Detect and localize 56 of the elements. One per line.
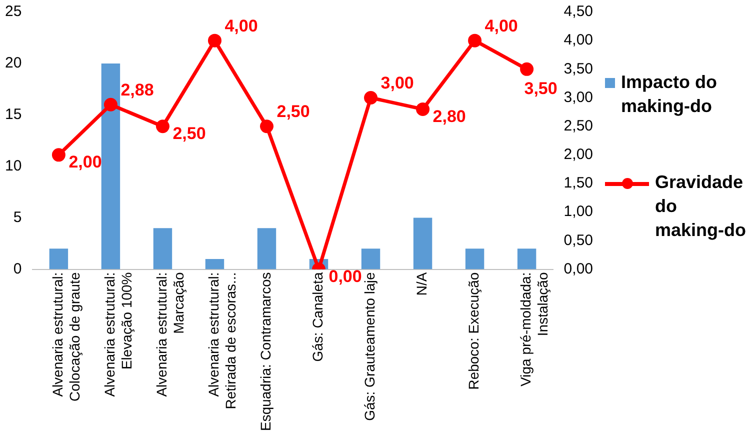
point — [208, 34, 222, 48]
y-tick-label: 25 — [4, 3, 22, 20]
y2-tick-label: 0,50 — [564, 232, 594, 249]
data-label: 2,00 — [68, 152, 102, 172]
legend-label: Impacto do making-do — [621, 71, 718, 118]
data-label: 2,50 — [276, 102, 310, 122]
data-label: 0,00 — [328, 266, 362, 286]
y2-tick-label: 4,00 — [564, 32, 594, 49]
data-label: 3,00 — [380, 73, 414, 92]
y2-tick-label: 1,00 — [564, 203, 594, 220]
point — [468, 34, 482, 48]
y-tick-label: 20 — [4, 54, 22, 72]
data-label: 2,50 — [172, 124, 206, 144]
bar — [101, 63, 120, 270]
x-tick-label: Esquadria: Contramarcos — [258, 272, 274, 432]
data-label: 3,50 — [524, 78, 558, 98]
bar — [153, 228, 172, 270]
point — [104, 98, 118, 112]
data-label: 4,00 — [484, 16, 518, 36]
point — [416, 102, 430, 116]
bar — [257, 228, 276, 270]
y2-tick-label: 2,50 — [564, 117, 594, 134]
bar — [49, 248, 68, 270]
y2-tick-label: 1,50 — [564, 174, 594, 192]
point — [156, 120, 170, 134]
x-tick-label: Alvenaria estrutural: Retirada de escoras... — [206, 272, 238, 410]
y2-tick-label: 3,00 — [564, 88, 594, 106]
x-tick-label: Viga pré-moldada: Instalação — [518, 272, 550, 386]
y2-tick-label: 2,00 — [564, 146, 594, 164]
y-tick-label: 0 — [13, 260, 22, 278]
x-tick-label: Alvenaria estrutural: Elevação 100% — [102, 272, 134, 397]
bar — [205, 258, 224, 270]
data-label: 2,88 — [120, 80, 154, 100]
x-tick-label: Reboco: Execução — [466, 272, 482, 390]
y-tick-label: 10 — [4, 158, 22, 174]
point — [260, 120, 274, 134]
y-tick-label: 15 — [4, 106, 22, 124]
y-tick-label: 5 — [13, 208, 22, 226]
bar — [361, 248, 380, 270]
y2-tick-label: 4,50 — [564, 3, 594, 20]
bar — [517, 248, 536, 270]
y2-tick-label: 0,00 — [564, 260, 594, 278]
x-tick-label: Alvenaria estrutural: Colocação de graute — [50, 272, 82, 402]
bar — [413, 218, 432, 270]
x-tick-label: Gás: Grauteamento laje — [362, 272, 378, 421]
point — [364, 91, 378, 105]
data-label: 4,00 — [224, 16, 258, 36]
x-tick-label: N/A — [414, 272, 430, 296]
x-tick-label: Alvenaria estrutural: Marcação — [154, 272, 186, 397]
bar — [465, 248, 484, 270]
x-tick-label: Gás: Canaleta — [310, 272, 326, 362]
point — [520, 62, 534, 76]
point — [52, 148, 66, 162]
legend-label: Gravidade do making-do — [655, 171, 748, 242]
data-label: 2,80 — [432, 106, 466, 126]
y2-tick-label: 3,50 — [564, 60, 594, 78]
